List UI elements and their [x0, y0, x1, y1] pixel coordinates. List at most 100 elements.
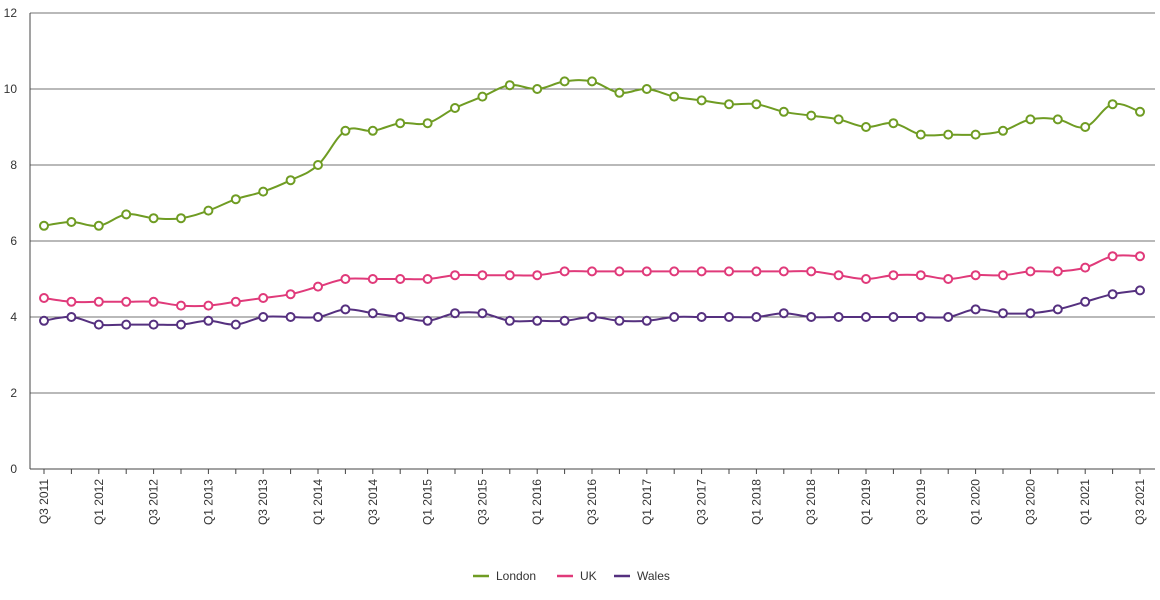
data-point-wales	[751, 312, 762, 322]
x-tick-label: Q3 2016	[585, 479, 599, 525]
data-point-wales	[450, 308, 460, 319]
data-point-uk	[477, 270, 488, 281]
series-wales	[39, 285, 1145, 330]
y-tick-label: 10	[4, 82, 18, 96]
data-point-london	[614, 87, 625, 98]
x-tick-label: Q1 2013	[201, 479, 215, 525]
data-point-london	[998, 125, 1008, 136]
data-point-uk	[450, 270, 460, 281]
x-tick-label: Q3 2011	[37, 479, 51, 524]
data-point-wales	[998, 308, 1008, 319]
data-point-wales	[833, 312, 844, 322]
x-tick-label: Q1 2015	[421, 479, 435, 525]
data-point-london	[258, 186, 269, 197]
data-point-uk	[587, 266, 597, 277]
data-point-uk	[970, 270, 981, 281]
data-point-london	[422, 118, 433, 129]
data-point-wales	[559, 315, 570, 326]
x-tick-label: Q3 2014	[366, 479, 380, 525]
data-point-wales	[121, 319, 132, 330]
data-point-london	[915, 129, 926, 140]
data-point-london	[66, 217, 77, 227]
data-point-uk	[203, 300, 214, 311]
x-tick-label: Q1 2016	[530, 479, 544, 525]
data-point-uk	[422, 274, 433, 284]
y-tick-label: 8	[10, 158, 17, 172]
series-london	[39, 76, 1145, 231]
data-point-uk	[1052, 266, 1063, 277]
data-point-london	[669, 91, 680, 102]
x-tick-label: Q1 2018	[749, 479, 763, 525]
data-point-uk	[724, 266, 734, 277]
data-point-wales	[806, 312, 817, 322]
data-point-wales	[367, 308, 378, 319]
data-point-uk	[943, 274, 954, 284]
data-point-london	[1107, 99, 1118, 110]
data-point-wales	[888, 312, 899, 322]
y-axis: 0 2 4 6 8 10 12	[4, 6, 31, 476]
data-point-wales	[422, 315, 433, 326]
data-point-london	[230, 194, 241, 205]
data-point-wales	[696, 312, 707, 322]
data-point-london	[751, 99, 762, 110]
data-point-uk	[696, 266, 707, 277]
data-point-london	[450, 103, 460, 113]
x-tick-label: Q1 2019	[859, 479, 873, 525]
data-point-wales	[1052, 304, 1063, 315]
gridlines	[30, 12, 1155, 394]
legend: London UK Wales	[473, 569, 670, 583]
x-tick-label: Q3 2021	[1133, 479, 1147, 525]
data-point-wales	[285, 312, 296, 322]
legend-label-london: London	[496, 569, 536, 583]
data-point-london	[888, 118, 899, 129]
data-point-wales	[395, 312, 406, 322]
data-point-london	[833, 114, 844, 125]
x-axis: Q3 2011 Q1 2012 Q3 2012 Q1 2013 Q3 2013 Q1 20…	[30, 468, 1155, 525]
data-point-london	[943, 129, 954, 140]
x-tick-label: Q1 2012	[92, 479, 106, 525]
data-point-london	[587, 76, 597, 87]
data-point-wales	[915, 312, 926, 322]
data-point-london	[93, 220, 104, 231]
legend-label-uk: UK	[580, 569, 597, 583]
data-point-wales	[1080, 296, 1091, 307]
data-point-uk	[340, 274, 351, 284]
series-line-uk	[43, 254, 1141, 308]
data-point-uk	[66, 296, 77, 307]
x-tick-label: Q3 2012	[147, 479, 161, 525]
data-point-uk	[614, 266, 625, 277]
data-point-wales	[861, 312, 871, 322]
data-point-london	[148, 213, 159, 224]
data-point-wales	[724, 312, 734, 322]
data-point-london	[1025, 114, 1036, 125]
x-tick-label: Q3 2019	[914, 479, 928, 525]
data-point-wales	[641, 315, 652, 326]
data-point-london	[532, 84, 543, 94]
data-point-uk	[504, 270, 515, 281]
data-point-london	[970, 129, 981, 140]
y-tick-label: 2	[10, 386, 17, 400]
x-tick-label: Q3 2013	[256, 479, 270, 525]
data-point-london	[696, 95, 707, 106]
y-tick-label: 6	[10, 234, 17, 248]
data-point-uk	[367, 274, 378, 284]
data-point-wales	[66, 312, 77, 322]
data-point-uk	[915, 270, 926, 281]
data-point-uk	[230, 296, 241, 307]
data-point-london	[285, 175, 296, 186]
data-point-uk	[1025, 266, 1036, 277]
data-point-london	[121, 209, 132, 220]
legend-item-uk: UK	[557, 569, 597, 583]
data-point-wales	[39, 315, 49, 326]
data-point-wales	[504, 315, 515, 326]
data-point-wales	[203, 315, 214, 326]
data-point-wales	[148, 319, 159, 330]
data-point-london	[724, 99, 734, 110]
data-point-wales	[93, 319, 104, 330]
data-point-uk	[641, 266, 652, 277]
data-point-london	[1080, 122, 1091, 132]
legend-item-wales: Wales	[614, 569, 670, 583]
data-point-wales	[943, 312, 954, 322]
data-point-wales	[614, 315, 625, 326]
